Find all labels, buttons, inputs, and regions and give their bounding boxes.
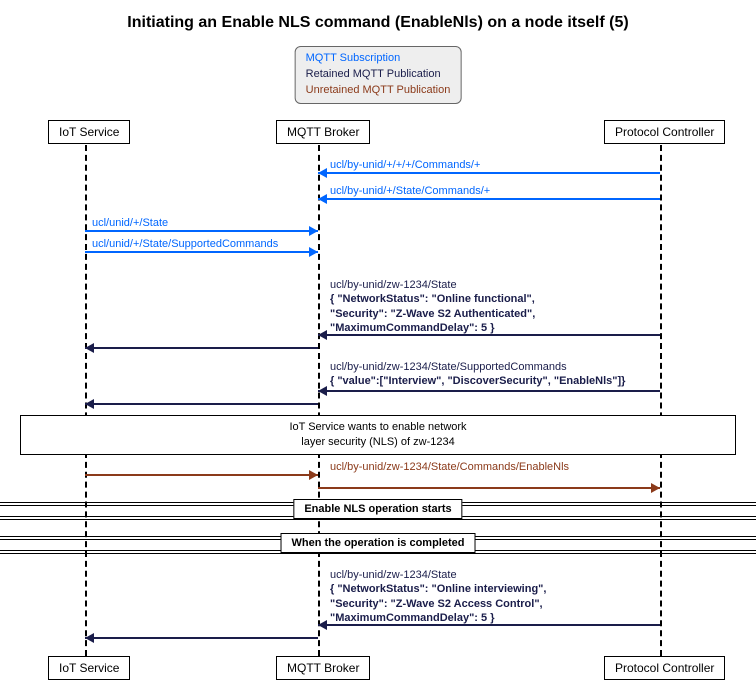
- msg1-arrow: [318, 168, 327, 178]
- actor-iot-top: IoT Service: [48, 120, 130, 144]
- divider-complete: When the operation is completed: [0, 536, 756, 554]
- msg7b-line: [318, 487, 660, 489]
- msg1-label: ucl/by-unid/+/+/+/Commands/+: [330, 158, 480, 172]
- legend-subscription: MQTT Subscription: [306, 51, 451, 67]
- msg2-arrow: [318, 194, 327, 204]
- msg6-line: [318, 390, 660, 392]
- actor-pc-bot: Protocol Controller: [604, 656, 725, 680]
- actor-iot-bot: IoT Service: [48, 656, 130, 680]
- msg2-line: [318, 198, 660, 200]
- msg8-label: ucl/by-unid/zw-1234/State { "NetworkStat…: [330, 568, 546, 625]
- msg7-label: ucl/by-unid/zw-1234/State/Commands/Enabl…: [330, 460, 569, 474]
- msg6b-line: [85, 403, 318, 405]
- actor-broker-top: MQTT Broker: [276, 120, 370, 144]
- msg4-line: [85, 251, 318, 253]
- msg3-label: ucl/unid/+/State: [92, 216, 168, 230]
- sequence-diagram: Initiating an Enable NLS command (Enable…: [0, 0, 756, 693]
- divider-complete-label: When the operation is completed: [281, 533, 476, 553]
- msg2-label: ucl/by-unid/+/State/Commands/+: [330, 184, 490, 198]
- msg1-line: [318, 172, 660, 174]
- msg5b-line: [85, 347, 318, 349]
- msg6-label: ucl/by-unid/zw-1234/State/SupportedComma…: [330, 360, 625, 389]
- msg5-line: [318, 334, 660, 336]
- msg6-topic: ucl/by-unid/zw-1234/State/SupportedComma…: [330, 361, 567, 373]
- msg5-topic: ucl/by-unid/zw-1234/State: [330, 279, 457, 291]
- msg7a-arrow: [309, 470, 318, 480]
- msg8b-arrow: [85, 633, 94, 643]
- msg8-arrow: [318, 620, 327, 630]
- lifeline-pc: [660, 145, 662, 656]
- note-enable-nls: IoT Service wants to enable network laye…: [20, 415, 736, 455]
- actor-broker-bot: MQTT Broker: [276, 656, 370, 680]
- msg8b-line: [85, 637, 318, 639]
- diagram-title: Initiating an Enable NLS command (Enable…: [0, 14, 756, 32]
- msg5-body: { "NetworkStatus": "Online functional", …: [330, 293, 535, 334]
- msg4-label: ucl/unid/+/State/SupportedCommands: [92, 237, 278, 251]
- msg3-line: [85, 230, 318, 232]
- actor-pc-top: Protocol Controller: [604, 120, 725, 144]
- lifeline-broker: [318, 145, 320, 656]
- msg6-arrow: [318, 386, 327, 396]
- legend-retained: Retained MQTT Publication: [306, 67, 451, 83]
- msg8-topic: ucl/by-unid/zw-1234/State: [330, 569, 457, 581]
- msg6b-arrow: [85, 399, 94, 409]
- msg4-arrow: [309, 247, 318, 257]
- msg6-body: { "value":["Interview", "DiscoverSecurit…: [330, 375, 625, 387]
- msg8-body: { "NetworkStatus": "Online interviewing"…: [330, 583, 546, 624]
- msg5b-arrow: [85, 343, 94, 353]
- msg3-arrow: [309, 226, 318, 236]
- legend-unretained: Unretained MQTT Publication: [306, 83, 451, 99]
- legend-box: MQTT Subscription Retained MQTT Publicat…: [295, 46, 462, 104]
- msg7a-line: [85, 474, 318, 476]
- msg5-arrow: [318, 330, 327, 340]
- divider-start: Enable NLS operation starts: [0, 502, 756, 520]
- divider-start-label: Enable NLS operation starts: [293, 499, 462, 519]
- msg5-label: ucl/by-unid/zw-1234/State { "NetworkStat…: [330, 278, 535, 335]
- msg7b-arrow: [651, 483, 660, 493]
- msg8-line: [318, 624, 660, 626]
